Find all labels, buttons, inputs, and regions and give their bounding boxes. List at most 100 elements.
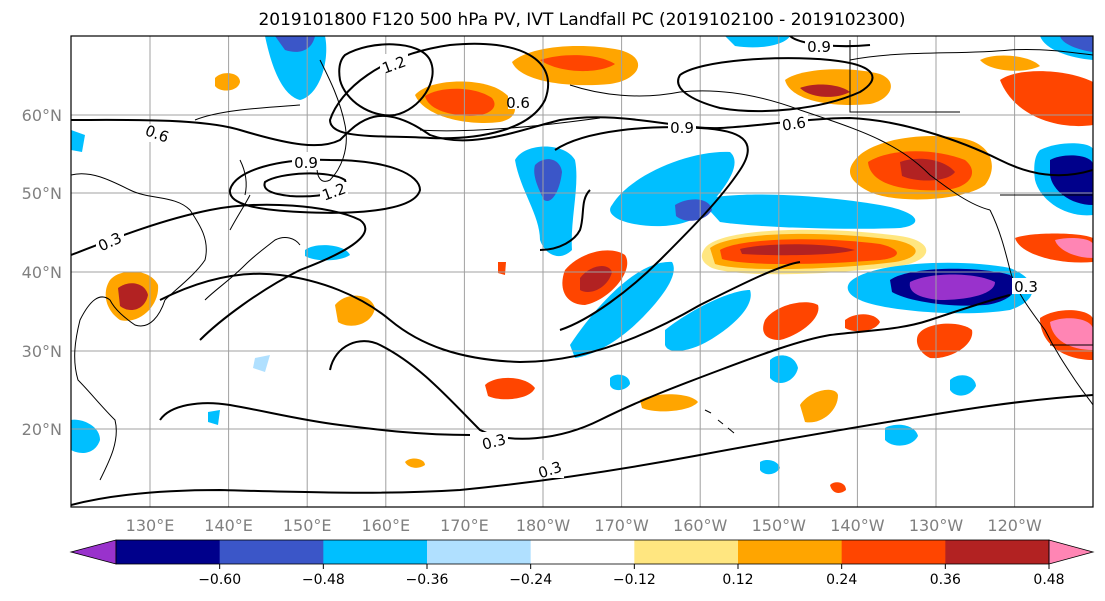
coast-asia xyxy=(71,173,207,481)
positive-anomaly-small-1 xyxy=(215,73,240,91)
latitude-labels: 60°N 50°N 40°N 30°N 20°N xyxy=(22,106,62,439)
contour-label-4: 0.9 xyxy=(294,154,318,172)
colorbar-swatch xyxy=(738,540,843,564)
colorbar-outline xyxy=(115,539,1050,565)
lon-label: 130°W xyxy=(909,516,964,535)
contour-0-3-d xyxy=(159,402,471,436)
negative-anomaly-arctic xyxy=(725,36,790,48)
positive-anomaly-cal-core xyxy=(1050,318,1093,350)
coast-na-west xyxy=(989,209,1093,406)
negative-anomaly-small-2 xyxy=(950,375,976,396)
positive-anomaly-aleutian-core xyxy=(425,88,495,116)
negative-anomaly-small-7 xyxy=(71,130,85,152)
lon-label: 160°W xyxy=(673,516,728,535)
coast-alaska xyxy=(569,84,991,211)
colorbar-tick-label: −0.48 xyxy=(302,572,345,588)
lon-label: 140°E xyxy=(204,516,253,535)
positive-anomaly-canada-ne xyxy=(1000,71,1093,127)
lon-label: 160°E xyxy=(361,516,410,535)
colorbar-swatch xyxy=(427,540,532,564)
lon-label: 170°W xyxy=(594,516,649,535)
positive-anomaly-arctic xyxy=(980,55,1040,71)
lat-label: 30°N xyxy=(22,342,62,361)
colorbar: −0.60 −0.48 −0.36 −0.24 −0.12 0.12 0.24 0.36 0.4… xyxy=(69,539,1095,588)
colorbar-swatch xyxy=(841,540,946,564)
positive-anomaly-165w-b xyxy=(640,394,698,412)
colorbar-swatch xyxy=(634,540,739,564)
positive-anomaly-145w xyxy=(800,389,838,423)
positive-anomaly-165w xyxy=(485,377,535,400)
coast-okhotsk xyxy=(194,104,301,121)
lon-label: 130°E xyxy=(126,516,175,535)
negative-anomaly-160w-b xyxy=(700,194,916,229)
contour-label-9: 0.3 xyxy=(480,430,508,454)
colorbar-tick-label: 0.48 xyxy=(1033,572,1064,588)
contour-0-6-b xyxy=(554,126,749,331)
coast-japan xyxy=(204,194,301,301)
negative-anomaly-band-b xyxy=(665,290,751,352)
contour-0-9-c xyxy=(677,57,874,113)
map-panel: 1.2 0.9 0.6 0.9 0.6 0.9 1.2 0.3 0.3 0.3 xyxy=(70,35,1094,508)
negative-anomaly-180w-core xyxy=(534,159,562,201)
positive-anomaly-175w-core xyxy=(580,266,612,292)
colorbar-swatch xyxy=(323,540,428,564)
colorbar-tick-label: 0.36 xyxy=(930,572,961,588)
positive-anomaly-plains-core xyxy=(1055,237,1093,258)
coast-arctic xyxy=(849,48,1093,61)
positive-anomaly-bering-core xyxy=(540,55,615,72)
lon-label: 140°W xyxy=(830,516,885,535)
coast-sakhalin xyxy=(239,159,247,196)
positive-anomaly-korea-core xyxy=(118,283,148,311)
negative-anomaly-small-4 xyxy=(610,374,630,391)
negative-anomaly-small-9 xyxy=(253,355,270,372)
contour-0-9-a xyxy=(228,158,422,214)
contour-0-6-a xyxy=(71,114,1093,177)
negative-anomaly-130w-core xyxy=(909,274,995,300)
colorbar-swatch xyxy=(116,540,221,564)
contour-label-5: 0.6 xyxy=(781,113,807,134)
colorbar-swatch xyxy=(945,540,1050,564)
coast-kamchatka xyxy=(316,59,347,182)
colorbar-swatch xyxy=(219,540,324,564)
lat-label: 50°N xyxy=(22,184,62,203)
positive-anomaly-135w xyxy=(845,314,880,332)
negative-anomaly-small-3 xyxy=(885,424,918,446)
hawaii xyxy=(704,409,735,434)
longitude-labels: 130°E 140°E 150°E 160°E 170°E 180°W 170°W 160°W… xyxy=(126,516,1042,535)
colorbar-tick-label: −0.60 xyxy=(198,572,241,588)
lat-label: 40°N xyxy=(22,263,62,282)
contour-1-2-a xyxy=(338,43,434,117)
positive-anomaly-small-4 xyxy=(405,458,425,468)
negative-anomaly-small-8 xyxy=(760,460,780,475)
negative-anomaly-small-1 xyxy=(770,355,798,383)
colorbar-tick-label: −0.12 xyxy=(613,572,656,588)
contour-0-3-e xyxy=(71,394,1093,506)
lat-label: 60°N xyxy=(22,106,62,125)
lon-label: 120°W xyxy=(987,516,1042,535)
map-title: 2019101800 F120 500 hPa PV, IVT Landfall… xyxy=(258,10,905,30)
positive-anomaly-small-3 xyxy=(830,482,846,493)
positive-anomaly-midpac-peak xyxy=(740,244,855,256)
colorbar-tick-label: −0.24 xyxy=(509,572,552,588)
negative-anomaly-small-6 xyxy=(71,419,100,453)
negative-anomaly-kamchatka-core xyxy=(275,36,315,52)
contour-label-6: 0.9 xyxy=(670,119,694,137)
positive-anomaly-small-2 xyxy=(498,262,506,275)
colorbar-tick-label: 0.12 xyxy=(722,572,753,588)
contour-label-12: 0.3 xyxy=(1014,278,1038,296)
negative-anomaly-arctic-core xyxy=(1060,36,1093,52)
positive-anomaly-gulf-alaska-peak xyxy=(900,158,955,181)
contour-label-2: 0.9 xyxy=(807,38,831,56)
lon-label: 150°W xyxy=(752,516,807,535)
positive-anomaly-sub30n xyxy=(916,323,973,359)
positive-anomaly-alaska-core xyxy=(800,84,850,97)
contour-0-3-b xyxy=(159,261,801,364)
contour-0-3-c xyxy=(329,294,1011,440)
negative-anomaly-small-10 xyxy=(208,410,220,425)
positive-anomaly-150w xyxy=(763,302,819,340)
contour-0-3-a xyxy=(71,203,367,341)
colorbar-tick-label: 0.24 xyxy=(826,572,857,588)
contour-label-11: 0.6 xyxy=(506,94,530,112)
colorbar-extend-high xyxy=(1048,539,1095,565)
